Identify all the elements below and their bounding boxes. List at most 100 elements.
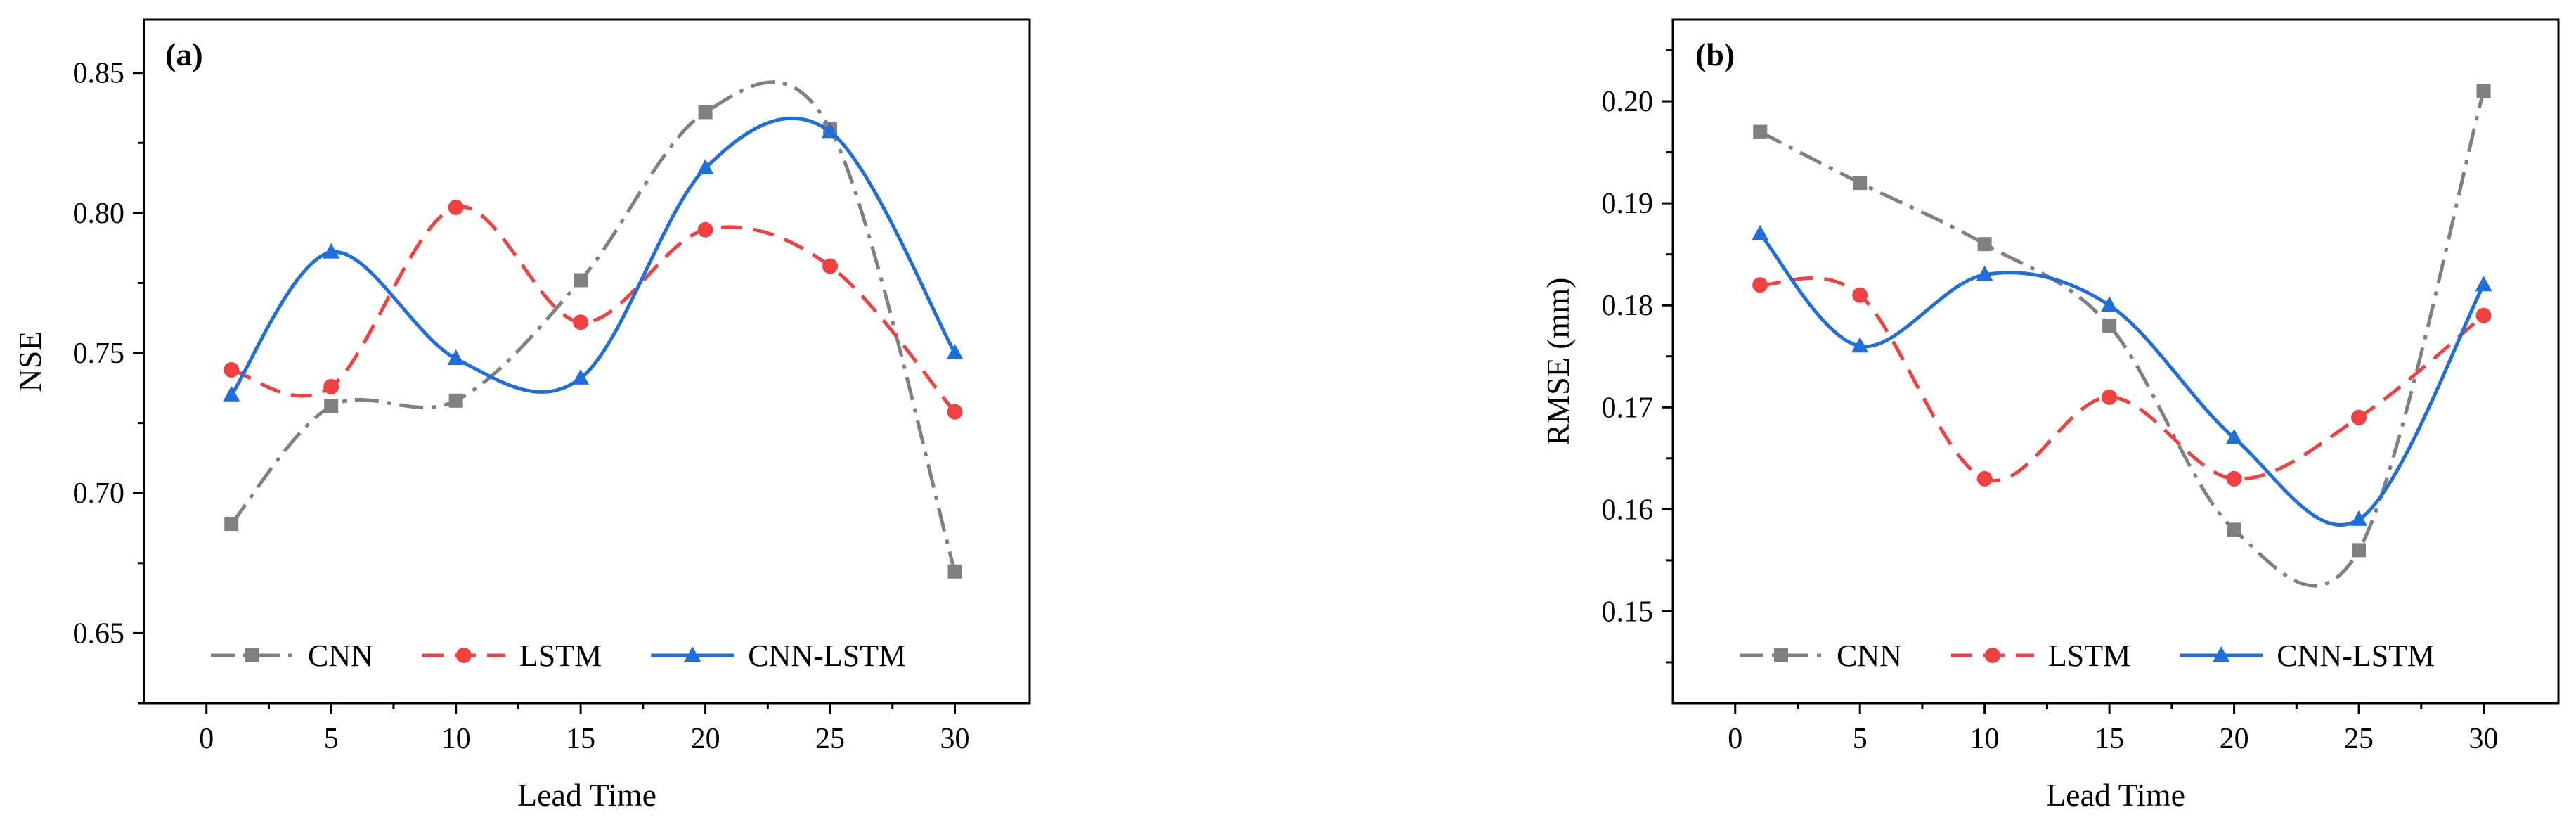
x-tick-label: 20 xyxy=(691,723,720,755)
axis-ticks: 0 5 10 15 20 25 30 0.65 0.70 0.75 0.80 0.85 xyxy=(73,58,970,755)
data-point xyxy=(224,517,239,532)
legend-label: LSTM xyxy=(2048,638,2130,673)
data-point xyxy=(1852,287,1868,303)
x-tick-label: 25 xyxy=(815,723,845,755)
data-point xyxy=(2476,84,2491,98)
data-point xyxy=(323,243,340,259)
data-point xyxy=(1976,470,1993,487)
data-point xyxy=(573,314,589,330)
x-tick-label: 30 xyxy=(940,723,970,755)
legend-label: CNN-LSTM xyxy=(2277,638,2435,673)
y-tick-label: 0.65 xyxy=(73,617,125,650)
y-tick-label: 0.17 xyxy=(1602,392,1654,424)
data-point xyxy=(2101,296,2118,312)
data-point xyxy=(572,368,590,385)
x-tick-label: 30 xyxy=(2469,723,2499,755)
y-tick-label: 0.15 xyxy=(1602,596,1654,628)
series-cnn xyxy=(1753,84,2491,588)
data-point xyxy=(224,361,240,378)
data-point xyxy=(1853,176,1868,191)
data-point xyxy=(2475,307,2492,323)
x-tick-label: 10 xyxy=(441,723,471,755)
legend-marker xyxy=(684,646,701,662)
y-tick-label: 0.80 xyxy=(73,198,125,230)
data-point xyxy=(2227,522,2241,537)
x-axis-title: Lead Time xyxy=(2046,777,2185,813)
legend: CNN LSTM CNN-LSTM xyxy=(211,638,906,673)
series-line xyxy=(231,205,957,413)
y-tick-label: 0.20 xyxy=(1602,86,1654,118)
series-cnn xyxy=(224,80,962,579)
y-tick-label: 0.19 xyxy=(1602,188,1654,220)
data-point xyxy=(1976,265,1993,281)
x-tick-label: 25 xyxy=(2344,723,2374,755)
data-point xyxy=(946,344,964,360)
data-point xyxy=(2226,470,2242,487)
series-lstm xyxy=(1752,276,2492,487)
y-tick-label: 0.16 xyxy=(1602,494,1654,526)
data-point xyxy=(223,385,240,402)
legend-label: LSTM xyxy=(519,638,602,673)
legend-marker xyxy=(2213,646,2230,662)
y-axis-title: NSE xyxy=(12,331,48,392)
data-point xyxy=(448,199,464,215)
legend-marker xyxy=(245,648,259,662)
x-tick-label: 5 xyxy=(324,723,339,755)
panel-a: 0 5 10 15 20 25 30 0.65 0.70 0.75 0.80 0.85 CNN LSTM… xyxy=(12,18,1031,813)
panel-tag: (a) xyxy=(165,37,203,72)
legend-item: CNN xyxy=(1740,638,1902,673)
data-point xyxy=(947,564,962,579)
legend: CNN LSTM CNN-LSTM xyxy=(1740,638,2435,673)
series-lstm xyxy=(224,199,963,420)
y-tick-label: 0.75 xyxy=(73,338,125,370)
legend-label: CNN xyxy=(1837,638,1902,673)
legend-item: CNN xyxy=(211,638,373,673)
plot-frame xyxy=(143,18,1031,705)
x-tick-label: 15 xyxy=(2095,723,2124,755)
panel-b: 0 5 10 15 20 25 30 0.15 0.16 0.17 0.18 0.19 0.20 CNN… xyxy=(1540,18,2560,813)
data-point xyxy=(947,404,963,420)
legend-item: CNN-LSTM xyxy=(2180,638,2435,673)
legend-label: CNN xyxy=(308,638,373,673)
data-point xyxy=(1752,224,1769,240)
legend-label: CNN-LSTM xyxy=(748,638,906,673)
series-line xyxy=(1759,233,2485,527)
y-axis-title: RMSE (mm) xyxy=(1540,278,1576,446)
legend-marker xyxy=(455,648,472,663)
x-tick-label: 15 xyxy=(566,723,595,755)
series-line xyxy=(1759,276,2485,482)
data-point xyxy=(697,159,714,175)
data-point xyxy=(697,221,713,238)
data-point xyxy=(2352,543,2367,558)
data-point xyxy=(323,378,339,394)
y-tick-label: 0.85 xyxy=(73,58,125,90)
series-cnn-lstm xyxy=(1752,224,2492,527)
legend-marker xyxy=(1984,648,2000,663)
data-point xyxy=(822,122,839,139)
data-point xyxy=(324,399,339,413)
panel-tag: (b) xyxy=(1695,37,1735,72)
data-point xyxy=(2475,276,2492,292)
data-point xyxy=(2102,319,2117,333)
data-point xyxy=(1851,337,1869,353)
data-point xyxy=(1977,237,1992,252)
x-axis-title: Lead Time xyxy=(517,777,656,813)
data-point xyxy=(2225,428,2243,444)
legend-marker xyxy=(1774,648,1788,662)
series-layer xyxy=(1752,84,2492,588)
data-point xyxy=(1753,124,1768,139)
x-tick-label: 5 xyxy=(1853,723,1868,755)
data-point xyxy=(2102,389,2118,405)
series-cnn-lstm xyxy=(223,116,964,402)
axis-ticks: 0 5 10 15 20 25 30 0.15 0.16 0.17 0.18 0.19 0.20 xyxy=(1602,49,2499,755)
data-point xyxy=(822,258,839,274)
data-point xyxy=(1752,277,1768,293)
plot-frame xyxy=(1671,18,2560,705)
x-tick-label: 0 xyxy=(199,723,214,755)
y-tick-label: 0.18 xyxy=(1602,290,1654,322)
x-tick-label: 20 xyxy=(2220,723,2249,755)
data-point xyxy=(447,349,465,366)
series-line xyxy=(230,80,957,572)
x-tick-label: 0 xyxy=(1728,723,1742,755)
